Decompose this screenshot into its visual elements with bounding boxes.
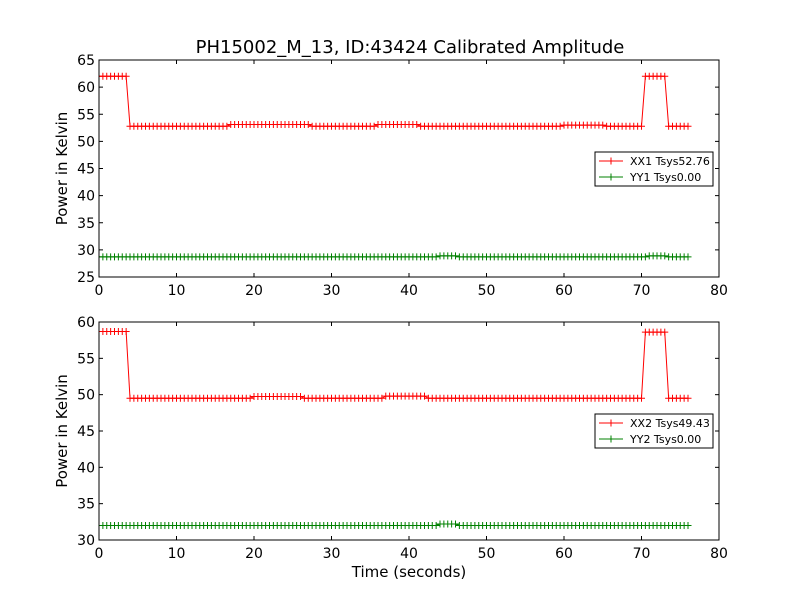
data-point <box>661 328 669 336</box>
x-tick-label: 80 <box>710 283 728 299</box>
legend-label: XX1 Tsys52.76 <box>630 155 710 168</box>
data-point <box>297 392 304 400</box>
legend-label: YY2 Tsys0.00 <box>629 433 701 446</box>
panel-2: 0 10 20 30 40 50 60 70 80 30 35 40 45 50 55 60 Power in … <box>53 315 728 581</box>
legend-box <box>594 413 714 449</box>
data-point <box>684 521 692 529</box>
y-tick-label: 55 <box>77 351 95 367</box>
data-point <box>684 253 692 261</box>
y-axis-label: Power in Kelvin <box>53 374 71 488</box>
y-tick-label: 40 <box>77 460 95 476</box>
x-tick-label: 60 <box>555 283 573 299</box>
data-point <box>432 253 440 261</box>
legend-marker <box>607 157 615 165</box>
data-point <box>413 121 421 129</box>
chart-title: PH15002_M_13, ID:43424 Calibrated Amplit… <box>196 37 625 58</box>
data-point <box>378 394 386 402</box>
data-point <box>556 122 564 130</box>
legend: XX2 Tsys49.43 YY2 Tsys0.00 <box>594 413 714 449</box>
legend-marker <box>607 435 615 443</box>
data-point <box>223 122 231 130</box>
y-tick-label: 25 <box>77 270 95 286</box>
y-tick-label: 35 <box>77 497 95 513</box>
legend-marker <box>607 419 615 427</box>
x-tick-label: 10 <box>168 283 186 299</box>
x-tick-label: 40 <box>400 283 418 299</box>
data-point <box>641 253 649 261</box>
series-line-xx2 <box>99 330 688 399</box>
data-point <box>452 252 459 260</box>
x-tick-label: 40 <box>400 546 418 562</box>
y-tick-label: 65 <box>77 53 95 69</box>
plot-area-1 <box>99 72 692 261</box>
series-markers-xx1 <box>99 72 692 130</box>
data-point <box>638 122 645 130</box>
legend: XX1 Tsys52.76 YY1 Tsys0.00 <box>594 151 714 187</box>
data-point <box>638 394 645 402</box>
data-point <box>661 72 669 80</box>
y-tick-label: 30 <box>77 533 95 549</box>
legend-marker <box>607 173 615 181</box>
y-tick-label: 40 <box>77 189 95 205</box>
series-markers-yy2 <box>99 520 692 529</box>
x-tick-label: 0 <box>95 283 104 299</box>
series-markers-xx2 <box>99 327 692 402</box>
legend-label: XX2 Tsys49.43 <box>630 417 710 430</box>
y-axis-label: Power in Kelvin <box>53 112 71 226</box>
y-tick-label: 60 <box>77 80 95 96</box>
x-axis-label: Time (seconds) <box>351 563 467 581</box>
data-point <box>246 394 254 402</box>
series-line-xx1 <box>99 75 688 127</box>
data-point <box>370 122 378 130</box>
panel-1: 0 10 20 30 40 50 60 70 80 25 30 35 40 45 50 55 60 65 Power… <box>53 53 728 299</box>
x-tick-label: 50 <box>478 283 496 299</box>
x-tick-label: 80 <box>710 546 728 562</box>
y-tick-label: 30 <box>77 243 95 259</box>
data-point <box>304 121 312 129</box>
x-tick-label: 20 <box>245 546 263 562</box>
data-point <box>452 520 459 528</box>
legend-label: YY1 Tsys0.00 <box>629 171 701 184</box>
data-point <box>122 327 130 335</box>
x-tick-label: 70 <box>633 283 651 299</box>
y-tick-label: 60 <box>77 315 95 331</box>
x-tick-label: 60 <box>555 546 573 562</box>
legend-box <box>594 151 714 187</box>
x-tick-label: 0 <box>95 546 104 562</box>
data-point <box>432 521 440 529</box>
x-tick-label: 20 <box>245 283 263 299</box>
data-point <box>661 252 669 260</box>
x-tick-label: 70 <box>633 546 651 562</box>
y-tick-label: 45 <box>77 162 95 178</box>
data-point <box>684 122 692 130</box>
x-tick-label: 30 <box>323 546 341 562</box>
series-markers-yy1 <box>99 252 692 261</box>
data-point <box>599 121 607 129</box>
y-tick-label: 50 <box>77 388 95 404</box>
data-point <box>684 394 692 402</box>
y-tick-label: 55 <box>77 107 95 123</box>
plot-area-2 <box>99 327 692 529</box>
y-tick-label: 45 <box>77 424 95 440</box>
x-tick-label: 50 <box>478 546 496 562</box>
data-point <box>421 392 428 400</box>
y-tick-label: 50 <box>77 134 95 150</box>
y-tick-label: 35 <box>77 216 95 232</box>
data-point <box>122 72 130 80</box>
x-tick-label: 10 <box>168 546 186 562</box>
x-tick-label: 30 <box>323 283 341 299</box>
